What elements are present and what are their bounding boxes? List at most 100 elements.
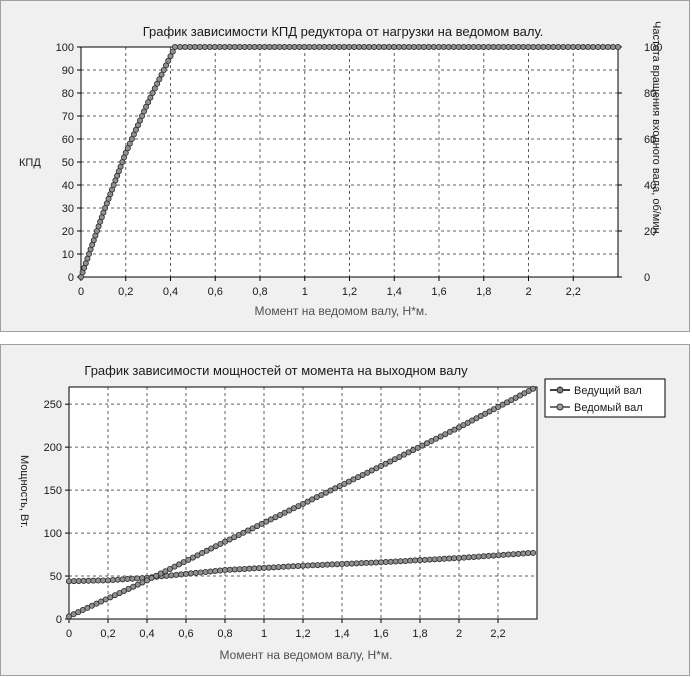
- y-tick-label: 200: [44, 442, 62, 454]
- data-point: [226, 44, 233, 51]
- x-tick-label: 1,8: [412, 628, 427, 640]
- data-point: [405, 449, 412, 456]
- data-point: [440, 44, 447, 51]
- data-point: [470, 44, 477, 51]
- data-point: [147, 94, 154, 101]
- y2-tick-label: 40: [644, 180, 656, 192]
- legend-entry-leading-shaft: Ведущий вал: [574, 385, 642, 397]
- data-point: [194, 552, 201, 559]
- data-point: [95, 577, 102, 584]
- data-point: [386, 44, 393, 51]
- y2-tick-label: 60: [644, 134, 656, 146]
- data-point: [261, 44, 268, 51]
- x-tick-label: 0: [66, 628, 72, 640]
- data-point: [251, 44, 258, 51]
- data-point: [196, 44, 203, 51]
- x-tick-label: 0: [78, 286, 84, 298]
- data-point: [216, 44, 223, 51]
- data-point: [510, 551, 517, 558]
- data-point: [168, 572, 175, 579]
- data-point: [212, 567, 219, 574]
- data-point: [402, 557, 409, 564]
- data-point: [500, 551, 507, 558]
- data-point: [160, 67, 167, 74]
- y2-tick-label: 20: [644, 226, 656, 238]
- data-point: [485, 44, 492, 51]
- data-point: [540, 44, 547, 51]
- data-point: [515, 44, 522, 51]
- data-point: [575, 44, 582, 51]
- data-point: [595, 44, 602, 51]
- data-point: [426, 556, 433, 563]
- data-point: [530, 549, 537, 556]
- data-point: [109, 577, 116, 584]
- data-point: [156, 76, 163, 83]
- data-point: [446, 555, 453, 562]
- data-point: [338, 561, 345, 568]
- y-tick-label: 100: [56, 42, 74, 54]
- data-point: [236, 566, 243, 573]
- data-point: [129, 575, 136, 582]
- data-point: [329, 561, 336, 568]
- data-point: [285, 563, 292, 570]
- data-point: [153, 572, 160, 579]
- data-point: [353, 560, 360, 567]
- data-point: [319, 561, 326, 568]
- data-point: [181, 44, 188, 51]
- data-point: [270, 564, 277, 571]
- y-tick-label: 150: [44, 485, 62, 497]
- data-point: [470, 553, 477, 560]
- data-point: [387, 458, 394, 465]
- data-point: [316, 44, 323, 51]
- x-axis-label: Момент на ведомом валу, Н*м.: [220, 648, 393, 662]
- data-point: [207, 568, 214, 575]
- data-point: [301, 44, 308, 51]
- data-point: [605, 44, 612, 51]
- data-point: [442, 431, 449, 438]
- data-point: [505, 44, 512, 51]
- data-point: [189, 554, 196, 561]
- data-point: [80, 577, 87, 584]
- y-tick-label: 30: [62, 203, 74, 215]
- x-tick-label: 0,6: [208, 286, 223, 298]
- x-tick-label: 1,2: [295, 628, 310, 640]
- data-point: [299, 562, 306, 569]
- chart-title: График зависимости мощностей от момента …: [84, 363, 468, 378]
- data-point: [114, 576, 121, 583]
- data-point: [416, 557, 423, 564]
- data-point: [286, 44, 293, 51]
- data-point: [341, 44, 348, 51]
- data-point: [256, 565, 263, 572]
- data-point: [217, 567, 224, 574]
- data-point: [157, 570, 164, 577]
- data-point: [480, 553, 487, 560]
- data-point: [100, 577, 107, 584]
- y-tick-label: 80: [62, 88, 74, 100]
- x-tick-label: 1,6: [373, 628, 388, 640]
- data-point: [387, 558, 394, 565]
- data-point: [515, 550, 522, 557]
- data-point: [236, 44, 243, 51]
- data-point: [377, 463, 384, 470]
- data-point: [331, 44, 338, 51]
- data-point: [376, 44, 383, 51]
- x-tick-label: 0,4: [163, 286, 178, 298]
- power-chart: График зависимости мощностей от момента …: [18, 363, 666, 662]
- data-point: [66, 578, 73, 585]
- data-point: [199, 550, 206, 557]
- y-tick-label: 40: [62, 180, 74, 192]
- data-point: [149, 90, 156, 97]
- data-point: [610, 44, 617, 51]
- data-point: [358, 560, 365, 567]
- data-point: [460, 554, 467, 561]
- data-point: [520, 550, 527, 557]
- data-point: [570, 44, 577, 51]
- series-0: [66, 549, 537, 585]
- x-tick-label: 2,2: [566, 286, 581, 298]
- data-point: [251, 565, 258, 572]
- data-point: [530, 385, 537, 392]
- data-point: [145, 99, 152, 106]
- data-point: [505, 551, 512, 558]
- data-point: [290, 563, 297, 570]
- data-point: [148, 575, 155, 582]
